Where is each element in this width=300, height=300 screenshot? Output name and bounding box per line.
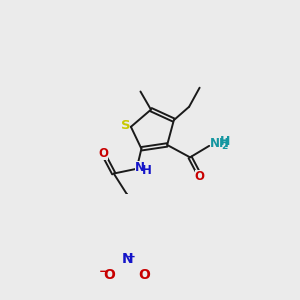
Text: N: N [135,161,145,174]
Text: O: O [195,170,205,184]
Text: −: − [99,265,109,278]
Text: H: H [220,135,231,148]
Text: S: S [121,119,130,132]
Text: O: O [103,268,116,282]
Text: H: H [142,164,152,177]
Text: +: + [127,252,136,262]
Text: 2: 2 [221,142,227,151]
Text: N: N [121,252,133,266]
Text: O: O [139,268,151,282]
Text: O: O [98,147,108,161]
Text: NH: NH [210,137,230,151]
